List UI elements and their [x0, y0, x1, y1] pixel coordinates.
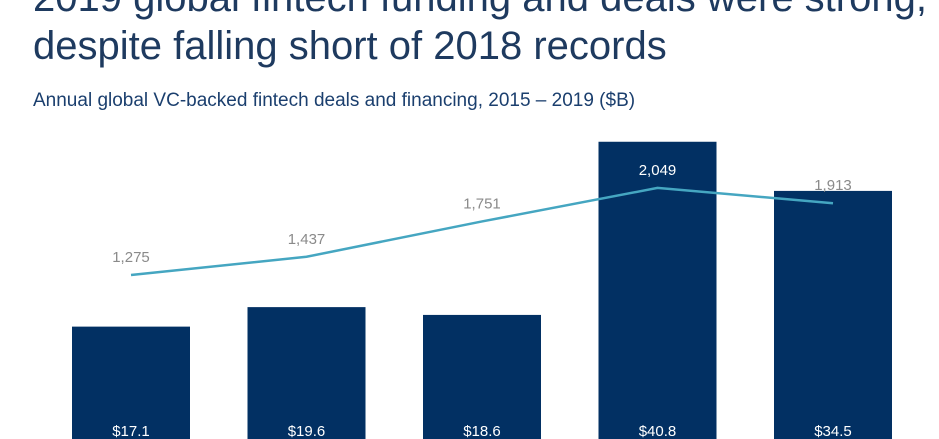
deal-label-2018: 2,049 — [639, 162, 677, 179]
bar-label-2017: $18.6 — [463, 423, 501, 439]
bar-label-2016: $19.6 — [288, 423, 326, 439]
deal-label-2016: 1,437 — [288, 231, 326, 248]
chart-title-line-2: despite falling short of 2018 records — [33, 24, 667, 68]
bar-2016 — [247, 307, 366, 439]
line-group — [130, 186, 834, 277]
bars-group — [72, 141, 892, 439]
deal-label-2015: 1,275 — [112, 249, 150, 266]
bar-label-2018: $40.8 — [639, 423, 677, 439]
chart-title: 2019 global fintech funding and deals we… — [33, 0, 927, 70]
chart-subtitle: Annual global VC-backed fintech deals an… — [33, 90, 636, 111]
bar-2018 — [598, 141, 717, 439]
bar-2017 — [423, 314, 541, 439]
deals-line — [130, 186, 834, 277]
bar-2015 — [72, 326, 190, 439]
deal-label-2019: 1,913 — [814, 177, 852, 194]
bar-label-2015: $17.1 — [112, 423, 150, 439]
labels-group: $17.1 $19.6 $18.6 $40.8 $34.5 1,275 1,437 1,751… — [112, 162, 852, 439]
bar-label-2019: $34.5 — [814, 423, 852, 439]
bar-2019 — [774, 190, 892, 439]
chart-title-line-1: 2019 global fintech funding and deals we… — [33, 0, 927, 20]
deal-label-2017: 1,751 — [463, 195, 501, 212]
